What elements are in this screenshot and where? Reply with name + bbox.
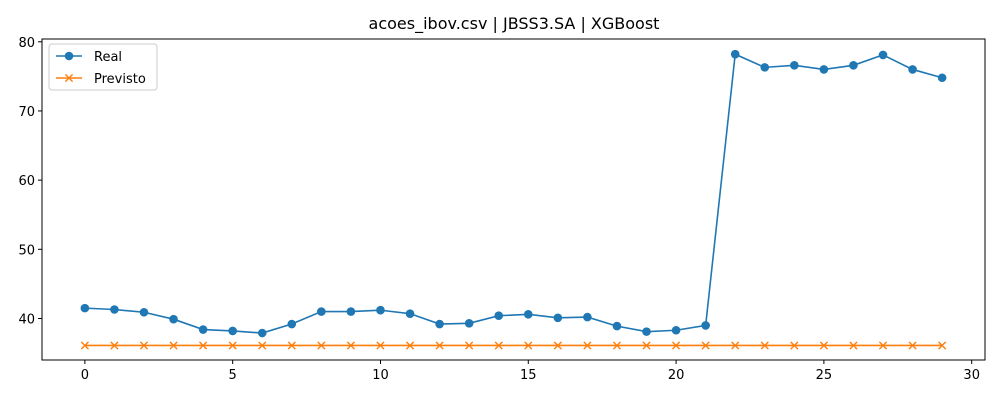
data-point-real <box>80 303 90 313</box>
legend: Real Previsto <box>48 43 158 91</box>
data-point-previsto <box>938 341 947 350</box>
data-point-real <box>405 309 415 318</box>
data-point-real <box>464 319 474 328</box>
data-point-real <box>110 305 119 314</box>
y-tick-label: 60 <box>18 174 35 189</box>
x-tick-label: 5 <box>229 368 237 383</box>
data-point-previsto <box>465 341 474 350</box>
x-tick-label: 25 <box>816 368 833 383</box>
y-tick-label: 50 <box>18 243 35 258</box>
data-point-previsto <box>139 341 149 350</box>
data-point-real <box>908 65 917 74</box>
plot-area: 0 5 10 15 20 25 30 40 50 60 70 80 <box>18 36 986 383</box>
data-point-previsto <box>642 341 651 350</box>
data-point-previsto <box>908 341 917 350</box>
data-point-real <box>878 50 888 60</box>
data-point-real <box>198 325 208 334</box>
data-point-previsto <box>583 341 592 350</box>
data-point-real <box>760 63 770 72</box>
data-point-real <box>346 307 356 316</box>
data-point-real <box>257 328 267 338</box>
data-point-previsto <box>731 341 740 350</box>
data-point-real <box>819 65 829 74</box>
data-point-real <box>612 321 622 331</box>
data-point-previsto <box>258 341 267 350</box>
data-point-previsto <box>405 341 415 350</box>
data-point-real <box>553 313 563 323</box>
data-point-real <box>435 319 444 329</box>
data-point-real <box>228 326 237 336</box>
data-point-previsto <box>671 341 681 350</box>
data-point-previsto <box>199 341 208 350</box>
data-point-real <box>937 73 947 83</box>
data-point-previsto <box>494 341 503 350</box>
data-point-previsto <box>760 341 769 350</box>
data-point-previsto <box>376 341 385 350</box>
data-point-previsto <box>169 341 178 350</box>
data-point-real <box>671 325 681 335</box>
data-point-previsto <box>878 341 888 350</box>
data-point-previsto <box>849 341 858 350</box>
y-tick-label: 70 <box>18 105 35 120</box>
data-point-previsto <box>287 341 296 350</box>
data-point-previsto <box>317 341 326 350</box>
data-point-real <box>139 307 149 317</box>
data-point-real <box>169 314 178 324</box>
data-point-real <box>642 327 651 336</box>
x-tick-label: 0 <box>81 368 89 383</box>
x-tick-label: 10 <box>372 368 389 383</box>
x-tick-label: 20 <box>668 368 685 383</box>
y-tick-label: 80 <box>18 36 35 51</box>
legend-marker-real <box>64 51 74 61</box>
data-point-previsto <box>524 341 533 350</box>
data-point-previsto <box>110 341 119 350</box>
data-point-previsto <box>790 341 799 350</box>
data-point-real <box>701 321 710 330</box>
data-point-previsto <box>80 341 89 350</box>
data-point-real <box>494 311 504 321</box>
legend-marker-previsto <box>64 73 74 83</box>
axes-frame <box>41 38 986 361</box>
data-point-previsto <box>701 341 710 350</box>
y-tick-label: 40 <box>18 312 35 327</box>
legend-label-real: Real <box>94 50 122 65</box>
data-point-real <box>287 319 297 329</box>
data-point-real <box>523 310 533 319</box>
data-point-previsto <box>553 341 562 350</box>
data-point-real <box>849 60 858 70</box>
series-line-real <box>84 53 943 334</box>
data-point-real <box>317 307 326 316</box>
x-tick-label: 15 <box>520 368 537 383</box>
data-point-real <box>583 312 592 322</box>
chart-title: acoes_ibov.csv | JBSS3.SA | XGBoost <box>369 14 660 34</box>
data-point-previsto <box>819 341 828 350</box>
data-point-previsto <box>612 341 622 350</box>
data-point-previsto <box>228 341 237 350</box>
data-point-previsto <box>346 341 356 350</box>
data-point-real <box>730 49 740 59</box>
x-tick-label: 30 <box>963 368 980 383</box>
data-point-previsto <box>435 341 444 350</box>
data-point-real <box>790 60 799 70</box>
legend-label-previsto: Previsto <box>94 72 146 87</box>
data-point-real <box>376 305 385 315</box>
